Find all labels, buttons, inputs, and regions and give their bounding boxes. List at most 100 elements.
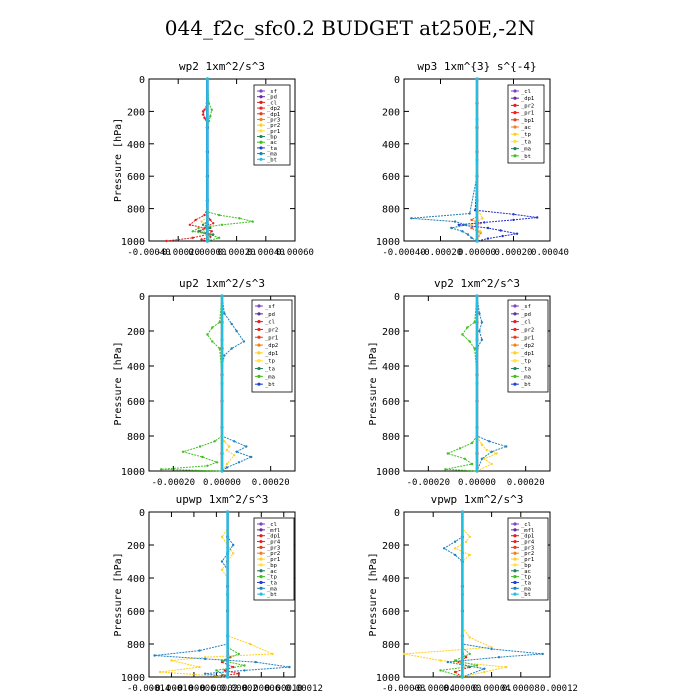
data-point — [206, 464, 209, 467]
data-point — [470, 462, 474, 466]
data-point — [232, 552, 235, 555]
data-point — [464, 540, 468, 543]
legend-marker — [513, 551, 517, 555]
legend-marker — [259, 134, 263, 139]
data-point — [453, 547, 457, 550]
data-point — [475, 158, 479, 162]
data-point — [245, 445, 248, 448]
legend-label: _pr1 — [521, 557, 534, 563]
legend-marker — [513, 563, 517, 567]
legend-label: _pr1 — [521, 335, 534, 341]
data-point — [205, 198, 209, 203]
data-point — [442, 547, 446, 550]
legend-label: _pr3 — [267, 117, 280, 123]
data-point — [470, 236, 473, 239]
legend-label: _ma — [267, 586, 277, 592]
chart-panel-2: wp3 1xm^{3} s^{-4}02004006008001000-0.00… — [376, 60, 569, 258]
legend-label: _tp — [521, 132, 531, 138]
y-tick-label: 800 — [127, 205, 145, 216]
legend-marker — [259, 106, 263, 110]
legend-marker — [513, 522, 517, 526]
y-tick-label: 800 — [382, 432, 400, 443]
data-point — [203, 213, 206, 217]
y-tick-label: 200 — [382, 541, 400, 552]
y-tick-label: 0 — [139, 292, 145, 303]
data-point — [160, 468, 163, 471]
data-point — [212, 233, 215, 236]
data-point — [483, 457, 486, 460]
series-line-5 — [411, 79, 478, 242]
legend-label: _pr2 — [267, 123, 280, 129]
data-point — [153, 654, 156, 657]
legend-label: _pd — [267, 95, 277, 101]
x-tick-label: 0.00002 — [220, 684, 258, 694]
data-point — [220, 381, 224, 386]
legend-label: _pr2 — [521, 103, 534, 109]
data-point — [223, 440, 226, 443]
data-point — [215, 461, 219, 464]
data-point — [217, 236, 221, 239]
legend-label: _cl — [521, 89, 531, 95]
legend-marker — [513, 545, 517, 549]
x-tick-label: -0.00020 — [419, 248, 462, 258]
legend-label: _pd — [265, 312, 275, 318]
legend-label: _cl — [267, 522, 277, 528]
data-point — [230, 347, 233, 350]
data-point — [209, 226, 212, 230]
data-point — [238, 217, 241, 220]
panel-title: vpwp 1xm^2/s^3 — [431, 493, 524, 506]
legend-label: _bt — [267, 592, 277, 598]
y-tick-label: 600 — [382, 397, 400, 408]
y-tick-label: 200 — [127, 107, 145, 118]
data-point — [212, 222, 215, 225]
data-point — [460, 675, 464, 679]
legend-marker — [513, 139, 517, 143]
series-line-2 — [476, 296, 498, 472]
legend-marker — [259, 539, 263, 544]
data-point — [463, 457, 466, 460]
data-point — [203, 108, 206, 112]
x-tick-label: -0.00004 — [412, 684, 455, 694]
x-tick-label: 0.00020 — [218, 248, 256, 258]
legend-label: _pr1 — [267, 129, 280, 135]
series-line-4 — [440, 512, 478, 678]
x-tick-label: 0.00020 — [495, 248, 533, 258]
legend-label: _sf — [265, 304, 275, 310]
legend-label: _dp1 — [267, 112, 280, 118]
legend-marker — [513, 569, 517, 573]
x-tick-label: 0.00020 — [252, 478, 290, 488]
legend: _cl_mfl_dp1_pr4_pr3_pr2_pr1_bp_ac_tp_ta_… — [253, 517, 295, 601]
data-point — [165, 239, 168, 243]
legend: _cl_dp1_pr2 _pr1_bp1_ac_tp_ta _ma_bt — [507, 84, 545, 164]
data-point — [453, 670, 457, 674]
legend-label: _ta — [267, 580, 277, 586]
data-point — [201, 455, 204, 459]
legend-label: _bp1 — [521, 118, 534, 124]
x-tick-label: -0.00020 — [407, 478, 450, 488]
data-point — [475, 294, 479, 298]
x-tick-label: -0.00006 — [172, 684, 215, 694]
legend-marker — [257, 366, 261, 371]
y-tick-label: 0 — [139, 508, 145, 519]
legend-label: _cl — [267, 100, 277, 106]
legend-marker — [259, 146, 263, 150]
y-tick-label: 400 — [382, 140, 400, 151]
legend-marker — [259, 123, 263, 127]
data-point — [197, 230, 200, 233]
data-point — [439, 659, 442, 662]
legend-marker — [513, 359, 517, 363]
legend-label: _mfl — [521, 528, 534, 534]
legend-label: _bt — [521, 592, 531, 598]
legend-marker — [259, 89, 263, 93]
y-axis-label: Pressure [hPa] — [368, 552, 379, 636]
legend-marker — [513, 580, 517, 585]
legend-label: _cl — [521, 522, 531, 528]
y-tick-label: 800 — [382, 205, 400, 216]
data-point — [233, 454, 236, 457]
legend-marker — [513, 366, 517, 371]
data-point — [198, 649, 201, 652]
legend-marker — [259, 592, 263, 596]
y-tick-label: 0 — [139, 75, 145, 86]
legend-marker — [259, 522, 263, 526]
y-tick-label: 1000 — [121, 673, 145, 684]
